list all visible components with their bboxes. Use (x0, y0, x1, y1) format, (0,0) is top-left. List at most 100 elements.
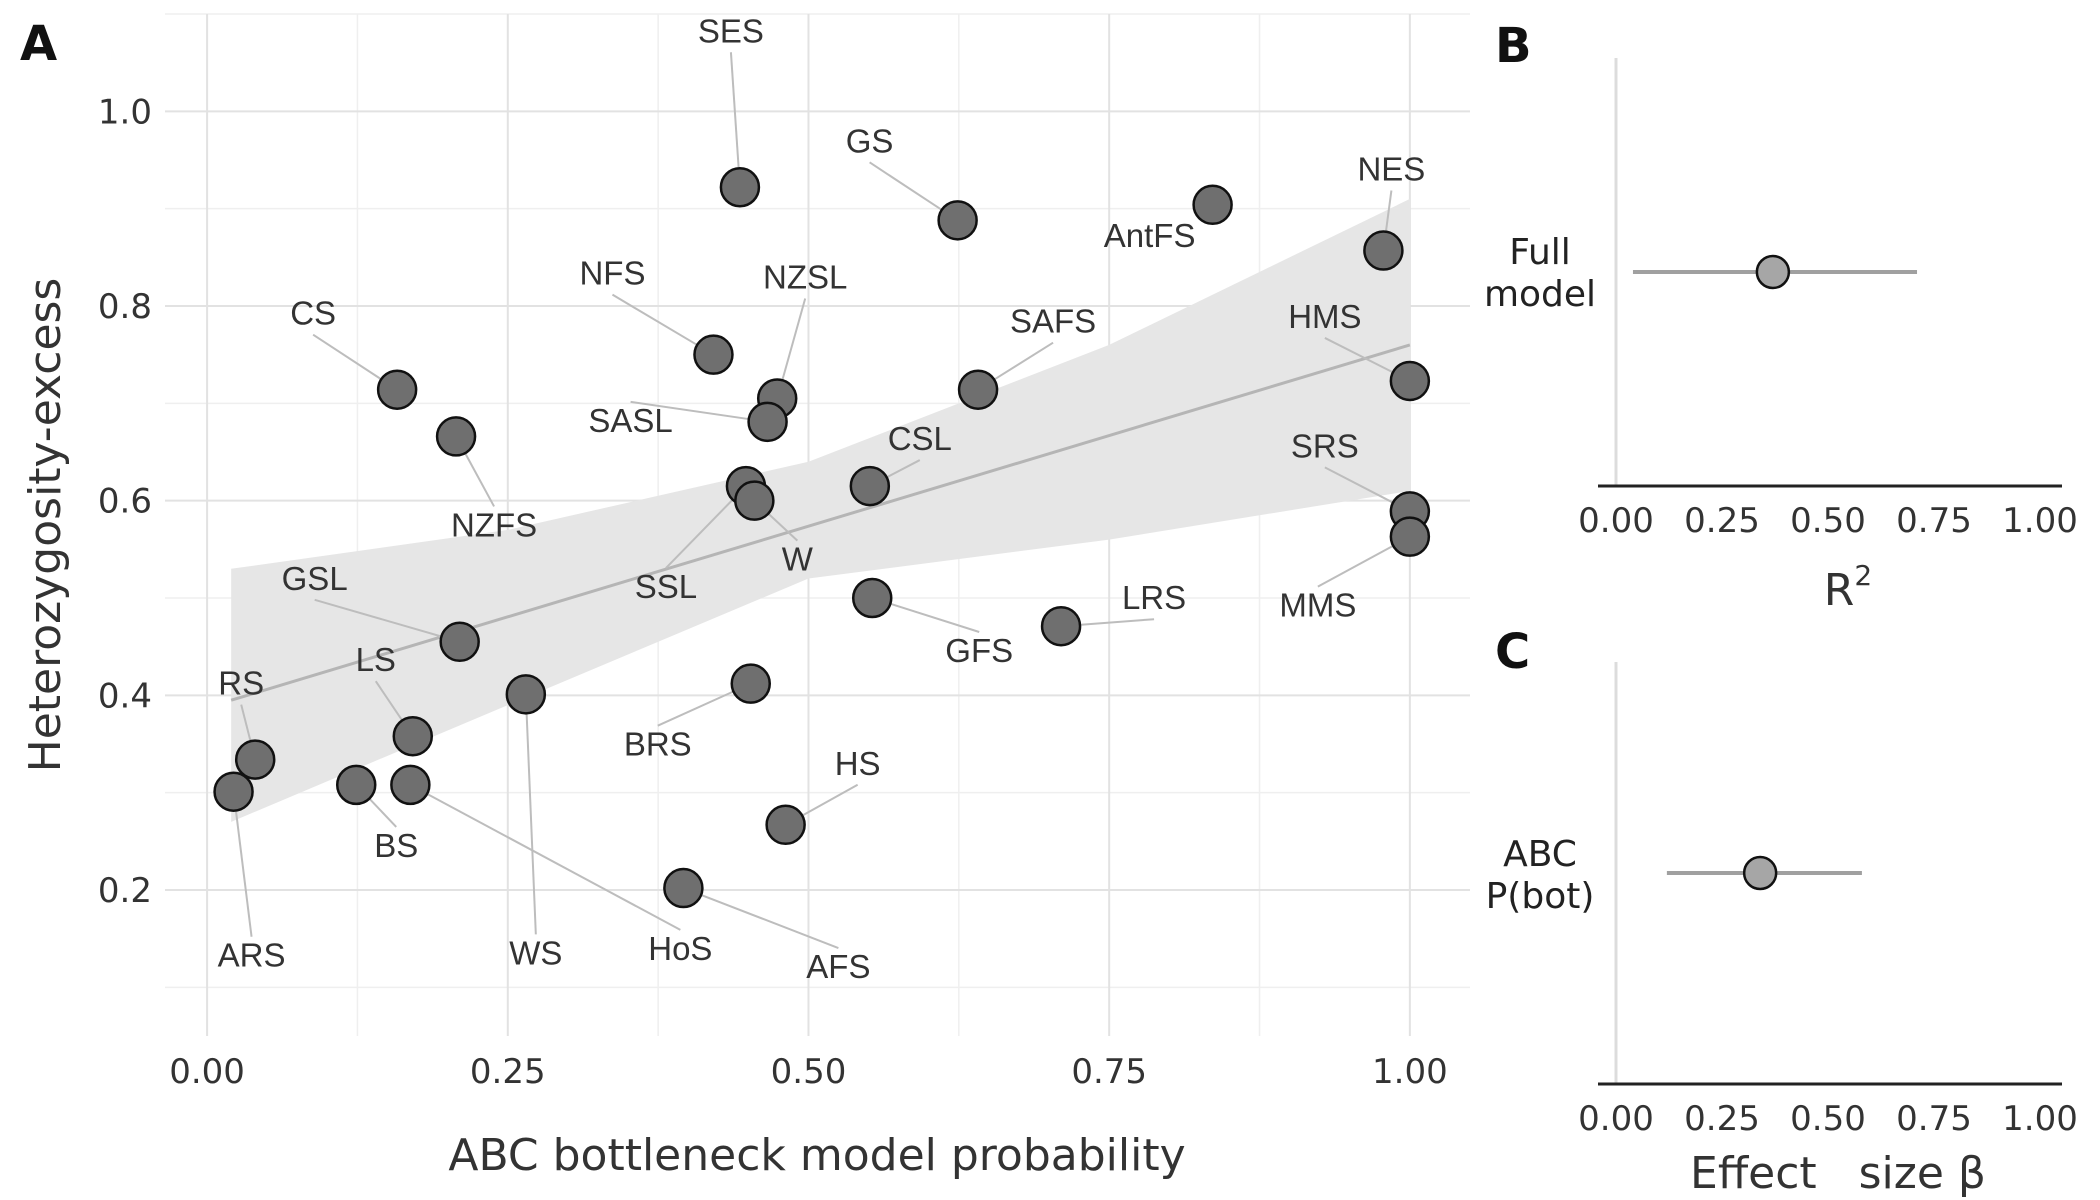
leader-line (1080, 618, 1155, 626)
x-tick-label: 0.25 (1684, 501, 1760, 541)
data-point (1389, 360, 1431, 402)
data-point (1192, 184, 1233, 226)
leader-line (312, 333, 381, 380)
data-point (234, 739, 276, 780)
leader-line (701, 894, 839, 949)
leader-line (890, 603, 980, 633)
point-label: NES (1357, 151, 1425, 188)
x-tick-label: 0.00 (1578, 1099, 1654, 1139)
x-tick-label: 0.50 (1790, 501, 1866, 541)
panel-b-x-axis-title: R2 (1824, 559, 1872, 616)
point-label: SAFS (1010, 303, 1096, 340)
point-label: CS (290, 295, 336, 332)
point-label: W (782, 541, 814, 578)
point-label: SSL (635, 568, 697, 605)
data-point (1363, 230, 1404, 271)
leader-line (464, 453, 495, 507)
panel-a-plot: A SES GS AntFS NES NFS NZSL CS NZFS SAFS HMS SASL C… (20, 12, 1470, 1181)
data-point (376, 369, 418, 410)
data-point (1040, 605, 1082, 647)
data-point (747, 401, 788, 443)
data-point (390, 764, 431, 806)
leader-line (768, 513, 799, 542)
y-tick-label: 0.4 (98, 676, 152, 716)
panel-b-letter: B (1495, 18, 1532, 74)
row-label: Full (1509, 232, 1571, 273)
data-point (730, 663, 771, 704)
point-label: SES (698, 12, 764, 49)
panel-a-letter: A (20, 16, 57, 72)
leader-line (1317, 545, 1393, 588)
label-leaders (235, 52, 1393, 949)
row-label: model (1484, 274, 1596, 315)
confidence-ribbon (231, 198, 1410, 822)
data-point (849, 465, 891, 507)
panel-a-y-axis-title: Heterozygosity-excess (20, 278, 71, 773)
leader-line (1385, 190, 1393, 231)
x-tick-label: 0.50 (1790, 1099, 1866, 1139)
point-label: NZSL (763, 258, 847, 295)
x-tick-label: 0.25 (470, 1052, 546, 1092)
estimate-point (1742, 855, 1778, 891)
point-label: SRS (1291, 427, 1359, 464)
point-label: HMS (1288, 298, 1361, 335)
data-point (734, 480, 775, 521)
data-point (693, 334, 734, 375)
leader-line (887, 459, 921, 478)
point-label: LS (356, 641, 396, 678)
point-label: AntFS (1104, 217, 1196, 254)
data-point (335, 764, 377, 806)
leader-line (235, 811, 253, 937)
data-point (392, 715, 434, 757)
regression-line (230, 343, 1411, 702)
point-label: MMS (1279, 587, 1356, 624)
x-tick-label: 0.75 (1071, 1052, 1147, 1092)
point-label: HS (835, 745, 881, 782)
point-label: BRS (624, 726, 692, 763)
point-label: NZFS (451, 506, 537, 543)
x-tick-label: 0.00 (169, 1052, 245, 1092)
data-point (663, 867, 704, 909)
data-point (213, 771, 254, 812)
point-label: GS (846, 122, 894, 159)
leader-line (665, 499, 733, 569)
row-label: ABC (1503, 834, 1577, 875)
leader-line (630, 400, 748, 420)
point-label: GSL (282, 560, 348, 597)
point-label: ARS (218, 937, 286, 974)
leader-line (314, 598, 441, 638)
x-tick-label: 0.50 (771, 1052, 847, 1092)
leader-line (427, 793, 681, 931)
y-tick-label: 0.6 (98, 482, 152, 522)
data-point (439, 621, 480, 663)
y-tick-label: 0.2 (98, 871, 152, 911)
data-point (505, 674, 547, 715)
x-tick-label: 0.75 (1896, 501, 1972, 541)
leader-line (240, 704, 252, 741)
leader-line (994, 341, 1054, 380)
panel-c-x-axis-title: Effect size β (1690, 1148, 1986, 1199)
panel-b-x-title-sup: 2 (1854, 559, 1872, 592)
leader-line (525, 714, 537, 935)
row-label: P(bot) (1486, 876, 1595, 917)
leader-line (374, 680, 403, 721)
leader-line (611, 293, 697, 346)
panel-b-x-ticks: 0.00 0.25 0.50 0.75 1.00 (1578, 501, 2078, 541)
point-label: HoS (648, 930, 712, 967)
leader-line (729, 52, 740, 168)
panel-a-y-ticks: 0.2 0.4 0.6 0.8 1.0 (98, 92, 152, 911)
leader-line (1324, 466, 1393, 504)
x-tick-label: 1.00 (2002, 501, 2078, 541)
point-label: BS (374, 827, 418, 864)
leader-line (369, 798, 397, 828)
leader-line (781, 298, 807, 380)
estimate-point (1755, 254, 1791, 290)
data-point (435, 416, 477, 457)
data-points (213, 167, 1431, 909)
panel-c-x-ticks: 0.00 0.25 0.50 0.75 1.00 (1578, 1099, 2078, 1139)
panel-c-letter: C (1495, 624, 1530, 680)
